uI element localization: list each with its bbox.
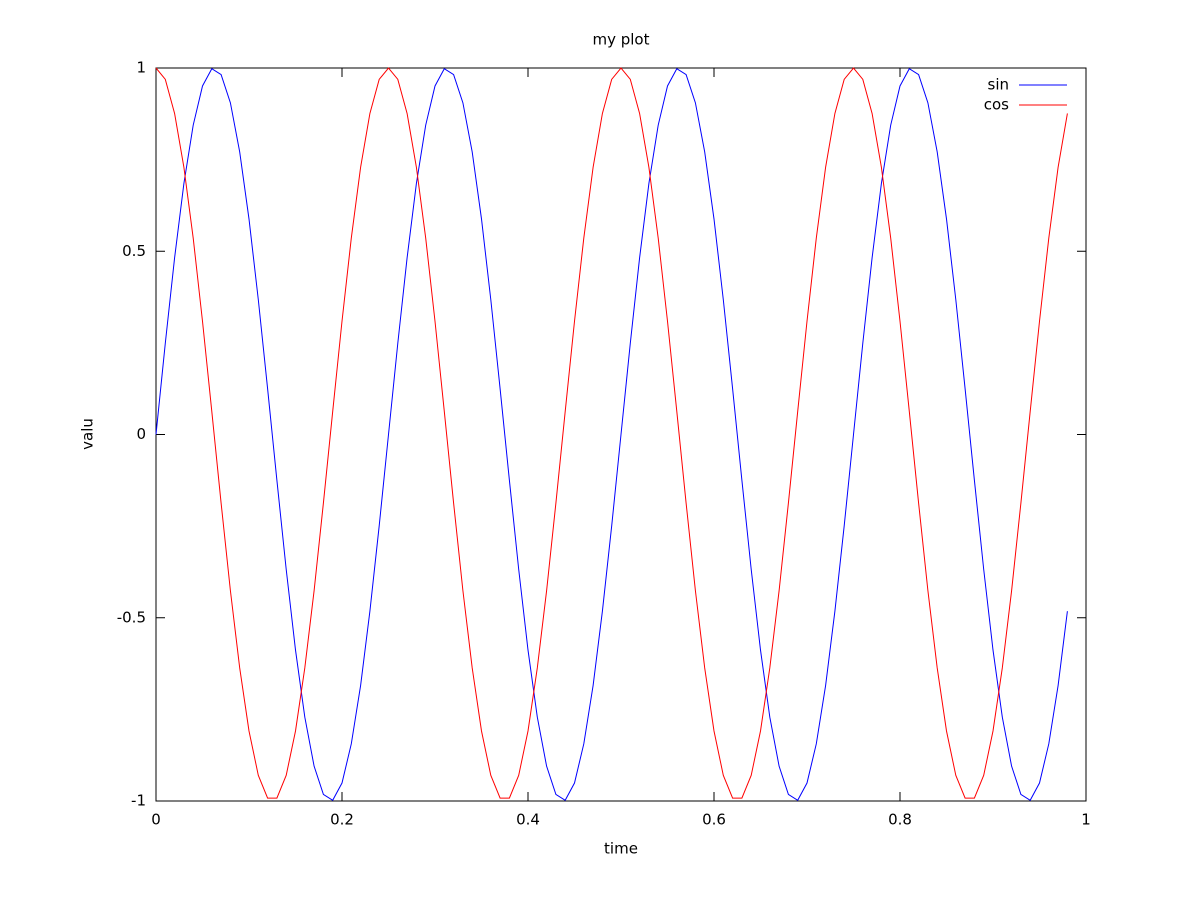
y-tick-label: 1	[136, 59, 146, 77]
chart-title: my plot	[592, 31, 649, 49]
y-tick-label: -0.5	[117, 608, 146, 626]
x-tick-label: 1	[1081, 811, 1091, 829]
y-tick-label: -1	[131, 792, 146, 810]
x-axis-label: time	[604, 840, 638, 858]
series-line	[155, 67, 1068, 799]
y-tick-label: 0	[136, 425, 146, 443]
x-tick-label: 0.6	[702, 811, 726, 829]
x-tick-label: 0.8	[888, 811, 912, 829]
y-axis-label: valu	[79, 418, 97, 450]
x-tick-label: 0.2	[330, 811, 354, 829]
legend-label: sin	[988, 76, 1010, 94]
series-line	[155, 68, 1068, 801]
legend-label: cos	[984, 96, 1009, 114]
x-tick-label: 0	[151, 811, 161, 829]
y-tick-label: 0.5	[122, 242, 146, 260]
x-tick-label: 0.4	[516, 811, 540, 829]
